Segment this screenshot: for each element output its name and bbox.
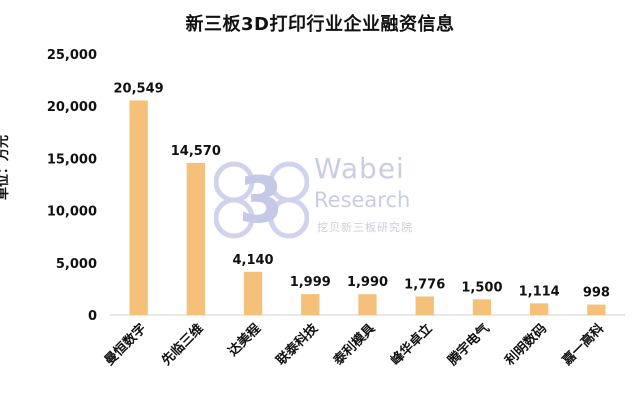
bar [129,100,148,315]
data-label: 1,999 [290,275,331,290]
y-tick-label: 25,000 [47,48,97,63]
y-tick-label: 5,000 [56,257,97,272]
data-label: 1,500 [461,280,502,295]
bar [243,271,263,315]
chart-title: 新三板3D打印行业企业融资信息 [185,14,455,35]
bar [530,303,549,315]
x-tick-label: 腾宇电气 [444,321,493,370]
data-label: 20,549 [114,81,164,96]
x-tick-label: 嘉一高科 [558,321,607,370]
bar [186,162,205,315]
bar [472,299,492,315]
data-label: 14,570 [171,144,221,159]
bar [415,296,434,315]
bar [358,294,377,315]
x-tick-label: 峰华卓立 [387,321,435,369]
x-tick-label: 利明数码 [502,321,550,369]
x-tick-label: 曼恒数字 [101,321,149,369]
data-label: 1,114 [519,284,560,299]
x-tick-label: 泰利模具 [330,321,379,370]
data-label: 1,776 [404,277,445,292]
y-tick-label: 20,000 [47,100,97,115]
data-label: 1,990 [347,275,388,290]
data-label: 998 [583,286,610,301]
y-tick-label: 15,000 [47,152,97,167]
x-tick-label: 达美程 [225,321,264,360]
bar [301,294,320,315]
x-tick-label: 联泰科技 [273,320,322,369]
x-tick-label: 先临三维 [159,321,207,369]
y-tick-label: 0 [88,309,97,324]
bar [587,304,606,315]
data-label: 4,140 [232,253,273,268]
y-tick-label: 10,000 [47,205,97,220]
